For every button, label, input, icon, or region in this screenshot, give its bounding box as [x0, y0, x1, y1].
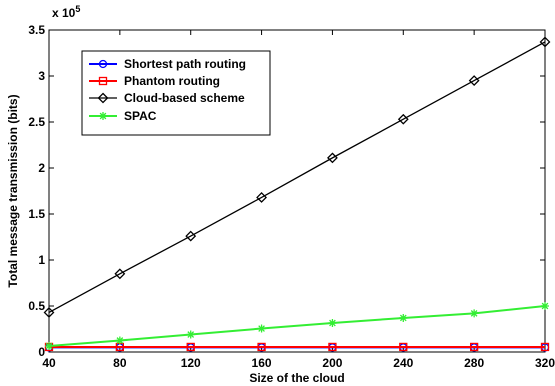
- x-tick-label: 200: [322, 356, 342, 370]
- data-point: [328, 342, 337, 352]
- data-point: [328, 319, 337, 328]
- legend-marker: [97, 92, 109, 104]
- y-multiplier-exponent: 5: [75, 4, 80, 14]
- legend-label: Cloud-based scheme: [124, 91, 245, 105]
- legend-label: SPAC: [124, 109, 157, 123]
- y-axis-title: Total message transmission (bits): [6, 94, 20, 287]
- data-point: [186, 330, 195, 339]
- x-tick-label: 320: [535, 356, 555, 370]
- legend-marker: [98, 76, 108, 86]
- data-point: [468, 75, 480, 87]
- data-point: [43, 307, 55, 318]
- x-tick-label: 120: [181, 356, 201, 370]
- y-tick-label: 2.5: [28, 115, 45, 129]
- y-tick-label: 0: [38, 345, 45, 359]
- x-axis-title: Size of the cloud: [249, 371, 344, 385]
- y-tick-label: 1: [38, 253, 45, 267]
- data-point: [397, 113, 409, 125]
- data-point: [256, 192, 267, 203]
- legend-entry: Cloud-based scheme: [89, 91, 245, 105]
- data-point: [540, 342, 550, 352]
- y-tick-label: 3.5: [28, 23, 45, 37]
- series-line: [48, 41, 546, 314]
- data-point: [186, 342, 195, 352]
- data-point: [114, 268, 126, 280]
- data-point: [541, 302, 549, 310]
- data-point: [185, 230, 197, 242]
- legend-entry: Shortest path routing: [89, 57, 246, 71]
- legend-label: Phantom routing: [124, 74, 220, 88]
- data-point: [257, 342, 266, 352]
- data-point: [257, 324, 266, 333]
- y-axis-multiplier: x 105: [52, 4, 80, 20]
- data-point: [327, 152, 338, 164]
- data-point: [399, 313, 408, 322]
- x-tick-label: 160: [252, 356, 272, 370]
- y-tick-label: 2: [38, 161, 45, 175]
- data-point: [539, 36, 551, 48]
- y-tick-label: 0.5: [28, 299, 45, 313]
- y-multiplier-base: x 10: [52, 6, 76, 20]
- legend-label: Shortest path routing: [124, 57, 246, 71]
- series-layer: [43, 36, 551, 352]
- legend: Shortest path routing Phantom routing Clou…: [81, 50, 271, 136]
- data-point: [469, 342, 479, 352]
- data-point: [470, 309, 479, 318]
- y-tick-label: 3: [38, 69, 45, 83]
- axis-ticks: 40 80 120 160 200 240 280 320 0 0.5 1 1.5 2 2.5 3 3.5: [28, 23, 555, 370]
- legend-marker: [98, 59, 108, 69]
- data-point: [45, 342, 53, 351]
- data-point: [115, 336, 124, 345]
- series-square: [44, 342, 550, 352]
- legend-entry: SPAC: [89, 109, 157, 123]
- x-tick-label: 240: [393, 356, 413, 370]
- legend-entry: Phantom routing: [89, 74, 220, 88]
- legend-marker: [99, 112, 107, 120]
- x-tick-label: 80: [113, 356, 127, 370]
- data-point: [399, 342, 408, 352]
- x-tick-label: 280: [464, 356, 484, 370]
- series-diamond: [43, 36, 551, 318]
- series-star: [45, 302, 549, 351]
- x-tick-label: 40: [42, 356, 56, 370]
- series-line: [48, 305, 546, 348]
- y-tick-label: 1.5: [28, 207, 45, 221]
